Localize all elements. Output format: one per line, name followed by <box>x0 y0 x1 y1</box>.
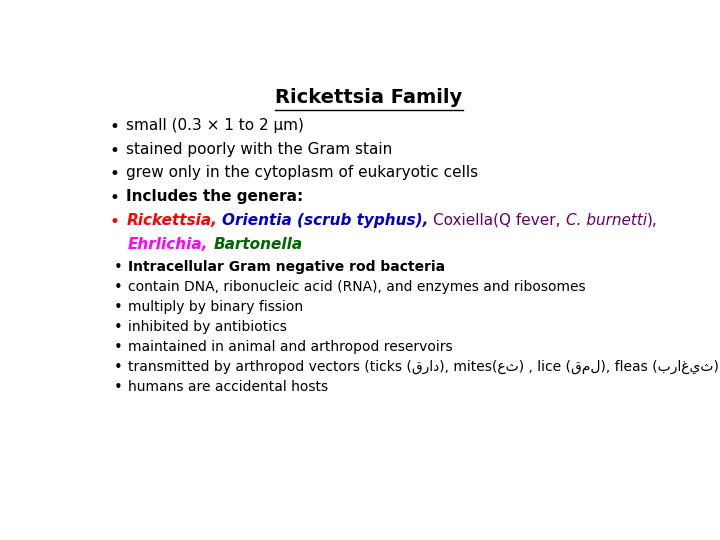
Text: Bartonella: Bartonella <box>213 237 302 252</box>
Text: Coxiella(Q fever,: Coxiella(Q fever, <box>433 213 561 228</box>
Text: Rickettsia Family: Rickettsia Family <box>275 87 463 107</box>
Text: •: • <box>114 320 122 335</box>
Text: multiply by binary fission: multiply by binary fission <box>128 300 303 314</box>
Text: Rickettsia,: Rickettsia, <box>126 213 217 228</box>
Text: humans are accidental hosts: humans are accidental hosts <box>128 380 328 394</box>
Text: Ehrlichia,: Ehrlichia, <box>128 237 208 252</box>
Text: transmitted by arthropod vectors (ticks (قراد), mites(عث) , lice (قمل), fleas (ب: transmitted by arthropod vectors (ticks … <box>128 360 719 374</box>
Text: •: • <box>114 260 122 275</box>
Text: •: • <box>109 189 120 207</box>
Text: inhibited by antibiotics: inhibited by antibiotics <box>128 320 287 334</box>
Text: C. burnetti: C. burnetti <box>566 213 647 228</box>
Text: grew only in the cytoplasm of eukaryotic cells: grew only in the cytoplasm of eukaryotic… <box>126 165 478 180</box>
Text: •: • <box>114 300 122 315</box>
Text: Intracellular Gram negative rod bacteria: Intracellular Gram negative rod bacteria <box>128 260 445 274</box>
Text: Orientia (scrub typhus),: Orientia (scrub typhus), <box>222 213 428 228</box>
Text: •: • <box>109 141 120 160</box>
Text: stained poorly with the Gram stain: stained poorly with the Gram stain <box>126 141 392 157</box>
Text: Includes the genera:: Includes the genera: <box>126 189 304 204</box>
Text: •: • <box>109 165 120 184</box>
Text: ),: ), <box>647 213 657 228</box>
Text: •: • <box>114 360 122 375</box>
Text: •: • <box>114 380 122 395</box>
Text: maintained in animal and arthropod reservoirs: maintained in animal and arthropod reser… <box>128 340 453 354</box>
Text: •: • <box>114 340 122 355</box>
Text: •: • <box>109 118 120 136</box>
Text: contain DNA, ribonucleic acid (RNA), and enzymes and ribosomes: contain DNA, ribonucleic acid (RNA), and… <box>128 280 585 294</box>
Text: •: • <box>109 213 120 231</box>
Text: small (0.3 × 1 to 2 μm): small (0.3 × 1 to 2 μm) <box>126 118 304 133</box>
Text: •: • <box>114 280 122 295</box>
